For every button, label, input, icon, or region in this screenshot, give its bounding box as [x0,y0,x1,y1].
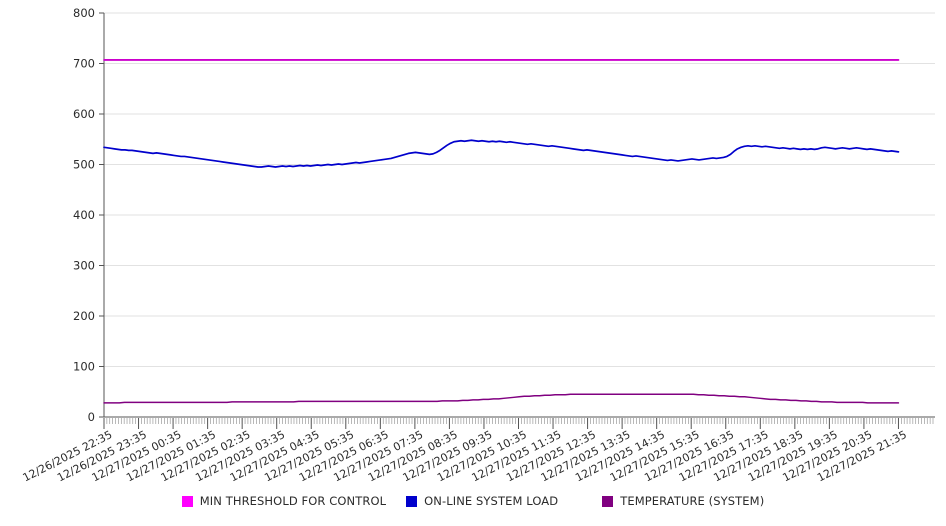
legend-item-min-threshold[interactable]: MIN THRESHOLD FOR CONTROL [181,494,387,508]
gridlines [104,12,935,418]
legend-label-temperature: TEMPERATURE (SYSTEM) [620,494,765,508]
legend-swatch-min-threshold [181,495,193,507]
x-axis-minor-ticks [103,418,934,424]
series-lines [103,59,900,404]
legend-spacer [558,501,602,502]
y-tick-label: 100 [73,360,95,374]
chart-legend: MIN THRESHOLD FOR CONTROL ON-LINE SYSTEM… [0,494,946,508]
legend-item-temperature[interactable]: TEMPERATURE (SYSTEM) [602,494,764,508]
legend-label-online-system-load: ON-LINE SYSTEM LOAD [424,494,559,508]
y-tick-label: 400 [73,208,95,222]
y-tick-label: 700 [73,57,95,71]
y-tick-label: 500 [73,158,95,172]
y-tick-label: 0 [88,410,95,424]
y-tick-label: 800 [73,6,95,20]
legend-label-min-threshold: MIN THRESHOLD FOR CONTROL [199,494,387,508]
legend-item-online-system-load[interactable]: ON-LINE SYSTEM LOAD [406,494,558,508]
legend-swatch-online-system-load [406,495,418,507]
y-tick-label: 300 [73,259,95,273]
y-tick-label: 600 [73,107,95,121]
y-axis-ticks: 800 700 600 500 400 300 200 100 0 [73,6,105,424]
plot-area: 800 700 600 500 400 300 200 100 0 12/26/2025 22:… [21,6,935,484]
y-tick-label: 200 [73,309,95,323]
legend-swatch-temperature [602,495,614,507]
